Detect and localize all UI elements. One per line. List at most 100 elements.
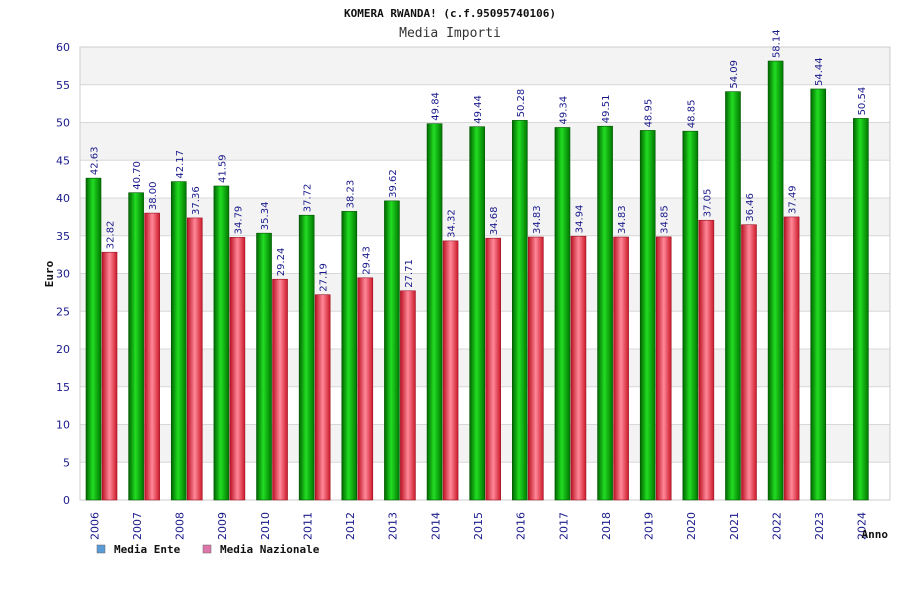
bar-media-nazionale <box>186 217 203 501</box>
bar-media-ente <box>597 125 613 501</box>
bar-media-nazionale <box>101 251 118 501</box>
legend-swatch <box>96 544 106 554</box>
y-tick-label: 0 <box>63 494 70 507</box>
bar-media-nazionale <box>741 224 757 501</box>
y-tick-label: 50 <box>56 117 70 130</box>
x-tick-label: 2010 <box>259 512 272 540</box>
bar-media-nazionale <box>613 236 629 501</box>
x-tick-label: 2017 <box>557 512 570 540</box>
value-label: 49.51 <box>601 95 612 124</box>
bar-media-ente <box>213 185 230 501</box>
x-tick-label: 2011 <box>301 512 314 540</box>
bar-media-ente <box>512 120 528 501</box>
value-label: 48.85 <box>686 100 697 129</box>
bar-media-nazionale <box>485 237 501 501</box>
x-tick-label: 2021 <box>728 512 741 540</box>
value-label: 34.32 <box>447 209 458 238</box>
y-axis-label: Euro <box>43 260 56 287</box>
value-label: 34.83 <box>617 205 628 234</box>
bar-media-nazionale <box>272 278 288 501</box>
y-tick-label: 30 <box>56 268 70 281</box>
x-tick-label: 2023 <box>813 512 826 540</box>
value-label: 35.34 <box>260 202 271 231</box>
value-label: 58.14 <box>772 29 783 58</box>
bar-media-ente <box>170 181 187 501</box>
y-tick-label: 10 <box>56 419 70 432</box>
value-label: 54.09 <box>729 60 740 89</box>
bar-media-nazionale <box>400 290 416 501</box>
y-tick-label: 15 <box>56 381 70 394</box>
x-tick-label: 2018 <box>600 512 613 540</box>
x-tick-label: 2020 <box>685 512 698 540</box>
bar-media-nazionale <box>528 236 544 501</box>
bar-media-nazionale <box>655 236 672 501</box>
plot-border <box>79 46 891 501</box>
x-tick-label: 2019 <box>643 512 656 540</box>
x-tick-label: 2024 <box>856 512 869 540</box>
grid-band <box>80 122 890 161</box>
bar-media-ente <box>639 130 656 501</box>
value-label: 39.62 <box>388 169 399 198</box>
value-label: 48.95 <box>644 99 655 128</box>
y-tick-label: 55 <box>56 79 70 92</box>
value-label: 32.82 <box>106 221 117 250</box>
y-tick-label: 45 <box>56 154 70 167</box>
bar-media-nazionale <box>698 219 715 501</box>
x-tick-label: 2015 <box>472 512 485 540</box>
value-labels: 42.63 32.82 40.70 38.00 42.17 37.36 41.59 34.79… <box>90 29 868 291</box>
value-label: 34.68 <box>489 207 500 236</box>
value-label: 27.19 <box>319 263 330 292</box>
value-label: 42.17 <box>175 150 186 179</box>
value-label: 37.05 <box>702 189 713 218</box>
bar-media-nazionale <box>314 294 331 501</box>
y-tick-label: 60 <box>56 41 70 54</box>
x-tick-label: 2016 <box>515 512 528 540</box>
value-label: 37.36 <box>191 186 202 215</box>
bar-media-ente <box>128 192 144 501</box>
x-tick-label: 2012 <box>344 512 357 540</box>
bar-media-ente <box>426 123 443 501</box>
value-label: 29.24 <box>276 248 287 277</box>
x-axis-ticks: 2006 2007 2008 2009 2010 2011 2012 2013 2014 2015… <box>88 512 868 540</box>
value-label: 34.83 <box>532 205 543 234</box>
x-tick-label: 2009 <box>216 512 229 540</box>
x-tick-label: 2008 <box>174 512 187 540</box>
value-label: 38.23 <box>345 180 356 209</box>
y-tick-label: 5 <box>63 456 70 469</box>
bar-media-ente <box>853 118 869 501</box>
bar-media-nazionale <box>357 277 374 501</box>
value-label: 49.34 <box>558 96 569 125</box>
bar-media-nazionale <box>783 216 800 501</box>
x-tick-label: 2022 <box>770 512 783 540</box>
bars <box>85 60 869 501</box>
x-axis-label: Anno <box>862 528 889 541</box>
x-tick-label: 2006 <box>88 512 101 540</box>
bar-media-ente <box>554 127 571 501</box>
legend-label: Media Ente <box>114 543 181 556</box>
value-label: 50.54 <box>857 87 868 116</box>
y-tick-label: 35 <box>56 230 70 243</box>
value-label: 29.43 <box>361 246 372 275</box>
value-label: 40.70 <box>132 161 143 190</box>
value-label: 27.71 <box>404 259 415 288</box>
legend-swatch <box>202 544 212 554</box>
bar-media-nazionale <box>570 235 587 501</box>
bar-media-ente <box>341 211 358 501</box>
value-label: 34.94 <box>574 205 585 234</box>
value-label: 50.28 <box>516 89 527 118</box>
bar-media-nazionale <box>442 240 459 501</box>
chart-title: KOMERA RWANDA! (c.f.95095740106) <box>344 7 556 20</box>
value-label: 37.72 <box>303 184 314 213</box>
bar-media-ente <box>767 60 784 501</box>
value-label: 34.85 <box>660 205 671 234</box>
bar-media-ente <box>384 200 400 501</box>
bar-media-ente <box>725 91 741 501</box>
y-axis-ticks: 0 5 10 15 20 25 30 35 40 45 50 55 60 <box>56 41 70 507</box>
y-tick-label: 40 <box>56 192 70 205</box>
x-tick-label: 2014 <box>429 512 442 540</box>
value-label: 38.00 <box>148 181 159 210</box>
value-label: 36.46 <box>745 193 756 222</box>
bar-media-nazionale <box>144 212 160 501</box>
x-tick-label: 2007 <box>131 512 144 540</box>
